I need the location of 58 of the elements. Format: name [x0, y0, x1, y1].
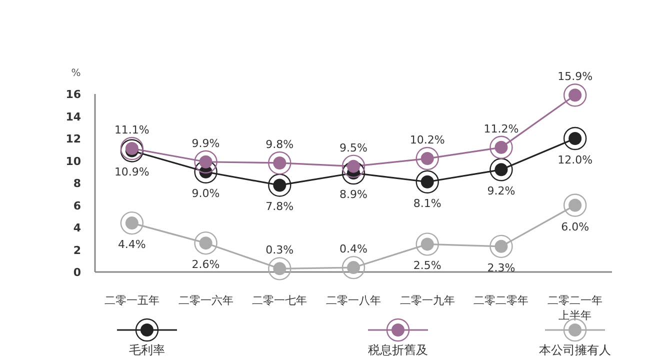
point: [490, 234, 513, 258]
data-label: 8.1%: [413, 196, 442, 210]
legend-label: 本公司擁有人: [539, 343, 611, 357]
point: [416, 232, 439, 256]
point: [563, 84, 587, 107]
data-label: 11.2%: [484, 122, 519, 136]
data-label: 2.6%: [192, 258, 220, 272]
x-tick-label: 二零一五年: [104, 294, 160, 307]
y-tick-label: 4: [73, 222, 82, 234]
data-label: 0.3%: [266, 244, 294, 257]
point: [416, 170, 439, 194]
legend-label: 税息折舊及: [368, 343, 428, 357]
point: [490, 158, 513, 182]
y-tick-label: 12: [66, 132, 81, 146]
y-tick-label: 14: [66, 110, 82, 124]
y-tick-label: 0: [73, 266, 82, 279]
legend-label: 毛利率: [129, 343, 165, 357]
y-tick-label: 10: [66, 154, 82, 168]
data-label: 9.0%: [192, 186, 220, 200]
data-label: 9.9%: [192, 136, 220, 150]
point: [342, 154, 366, 178]
data-label: 6.0%: [561, 220, 590, 234]
point: [120, 211, 144, 235]
data-label: 4.4%: [118, 238, 146, 252]
y-tick-label: 2: [73, 244, 81, 257]
point: [268, 151, 292, 175]
y-tick-label: 8: [73, 177, 81, 190]
data-label: 8.9%: [340, 188, 368, 201]
x-tick-label: 二零一九年: [400, 294, 455, 307]
x-tick-label: 二零二零年: [474, 294, 529, 307]
data-label: 2.3%: [487, 261, 516, 274]
point: [416, 146, 439, 170]
point: [268, 257, 292, 280]
data-label: 2.5%: [413, 259, 442, 272]
data-label: 7.8%: [266, 200, 294, 214]
point: [194, 150, 218, 174]
data-label: 0.4%: [340, 242, 368, 256]
x-tick-label: 二零二一年上半年: [548, 294, 603, 322]
x-tick-label: 二零一七年: [252, 294, 308, 307]
point: [194, 231, 218, 255]
data-label: 15.9%: [558, 70, 593, 84]
point: [563, 194, 587, 217]
x-tick-label: 二零一六年: [178, 294, 234, 307]
point: [342, 256, 366, 280]
data-label: 9.8%: [266, 138, 294, 151]
y-axis-title: %: [71, 68, 81, 79]
point: [490, 136, 513, 159]
data-label: 11.1%: [114, 124, 150, 137]
data-label: 10.9%: [114, 166, 150, 179]
point: [268, 174, 292, 197]
x-tick-label: 二零一八年: [326, 294, 381, 307]
data-label: 9.5%: [340, 141, 368, 154]
y-tick-label: 6: [73, 199, 82, 212]
data-label: 12.0%: [558, 154, 593, 166]
data-label: 10.2%: [410, 134, 445, 147]
point: [563, 126, 587, 150]
y-tick-label: 16: [66, 88, 82, 101]
data-label: 9.2%: [487, 184, 516, 198]
